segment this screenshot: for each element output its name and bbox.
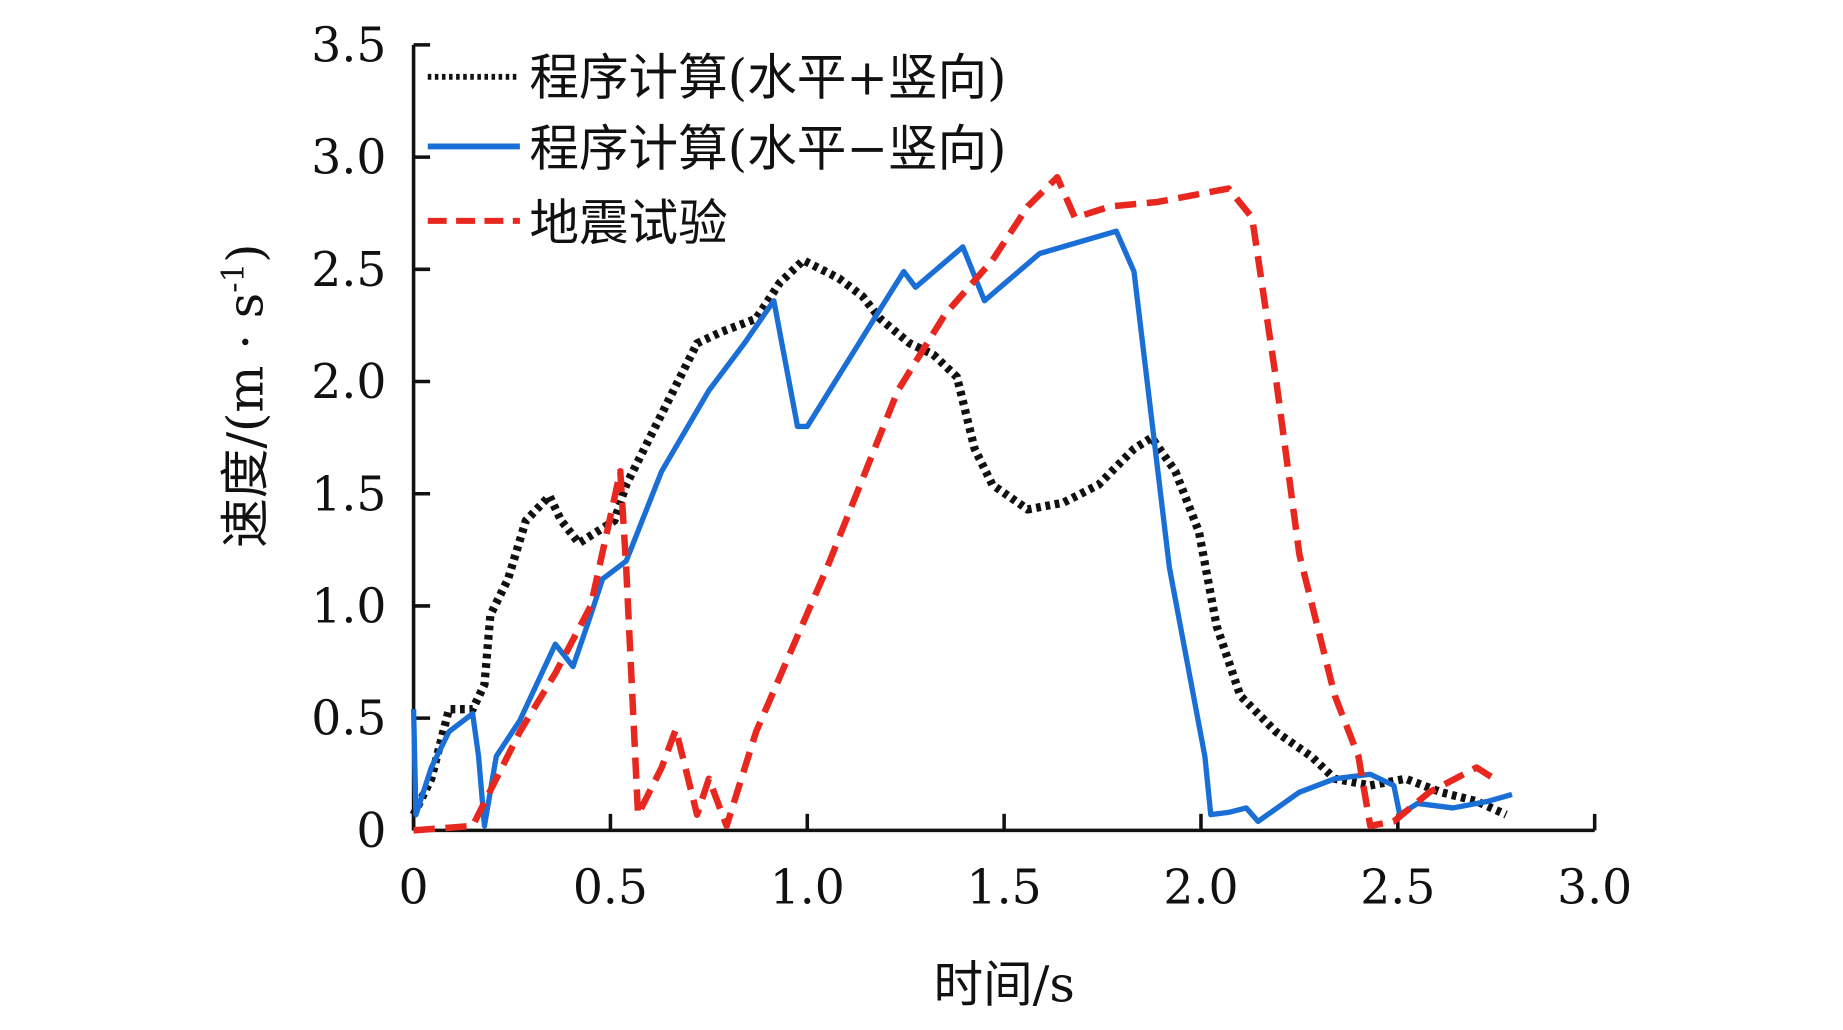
series-group bbox=[409, 174, 1513, 834]
x-tick-label: 1.5 bbox=[967, 861, 1042, 916]
x-tick-label: 2.5 bbox=[1360, 861, 1435, 916]
y-axis-label-main: 速度/(m · s bbox=[216, 293, 274, 548]
y-axis-label-exponent: -1 bbox=[215, 263, 251, 293]
series-line-2 bbox=[413, 174, 1496, 834]
y-tick-label: 0.5 bbox=[311, 692, 386, 747]
legend-label-1: 程序计算(水平−竖向) bbox=[529, 119, 1006, 177]
y-axis-label-close: ) bbox=[216, 244, 274, 263]
legend: 程序计算(水平+竖向) 程序计算(水平−竖向) 地震试验 bbox=[427, 48, 1007, 252]
x-tick-label: 3.0 bbox=[1557, 861, 1632, 916]
y-axis-label: 速度/(m · s-1) bbox=[215, 244, 274, 548]
x-tick-label: 0.5 bbox=[573, 861, 648, 916]
y-tick-label: 3.5 bbox=[311, 18, 386, 73]
series-line-0 bbox=[409, 256, 1508, 819]
series-line-1 bbox=[410, 228, 1513, 829]
y-tick-label: 1.5 bbox=[311, 467, 386, 522]
x-tick-label: 1.0 bbox=[770, 861, 845, 916]
y-tick-label: 2.5 bbox=[311, 243, 386, 298]
y-tick-label: 1.0 bbox=[311, 579, 386, 634]
x-tick-label: 2.0 bbox=[1163, 861, 1238, 916]
x-axis-label: 时间/s bbox=[933, 956, 1074, 1014]
y-tick-label: 2.0 bbox=[311, 355, 386, 410]
legend-label-2: 地震试验 bbox=[529, 194, 727, 252]
y-tick-label: 3.0 bbox=[311, 131, 386, 186]
x-tick-label: 0 bbox=[399, 861, 429, 916]
y-tick-label: 0 bbox=[356, 804, 386, 859]
legend-label-0: 程序计算(水平+竖向) bbox=[529, 48, 1006, 106]
